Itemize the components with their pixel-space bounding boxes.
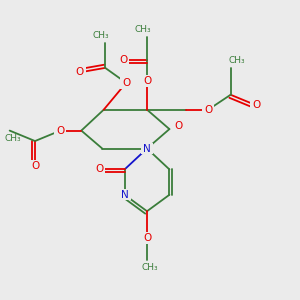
Text: O: O <box>95 164 103 174</box>
Bar <box>202 104 214 116</box>
Bar <box>74 66 86 78</box>
Bar <box>54 124 66 136</box>
Text: CH₃: CH₃ <box>142 263 158 272</box>
Text: O: O <box>252 100 260 110</box>
Text: CH₃: CH₃ <box>134 25 151 34</box>
Bar <box>141 75 153 87</box>
Bar <box>117 54 129 66</box>
Bar <box>93 164 105 175</box>
Text: O: O <box>31 161 39 171</box>
Bar <box>118 189 130 200</box>
Text: O: O <box>56 126 64 136</box>
Text: O: O <box>143 76 151 86</box>
Text: CH₃: CH₃ <box>228 56 245 65</box>
Bar <box>141 143 153 154</box>
Bar <box>120 77 132 89</box>
Text: O: O <box>76 68 84 77</box>
Text: CH₃: CH₃ <box>4 134 21 143</box>
Bar <box>250 99 262 111</box>
Text: O: O <box>174 121 182 131</box>
Text: CH₃: CH₃ <box>92 31 109 40</box>
Bar <box>141 232 153 244</box>
Text: N: N <box>143 143 151 154</box>
Bar <box>29 160 41 172</box>
Text: O: O <box>204 105 212 115</box>
Text: O: O <box>122 78 130 88</box>
Text: O: O <box>143 233 151 243</box>
Text: O: O <box>119 56 127 65</box>
Text: N: N <box>121 190 128 200</box>
